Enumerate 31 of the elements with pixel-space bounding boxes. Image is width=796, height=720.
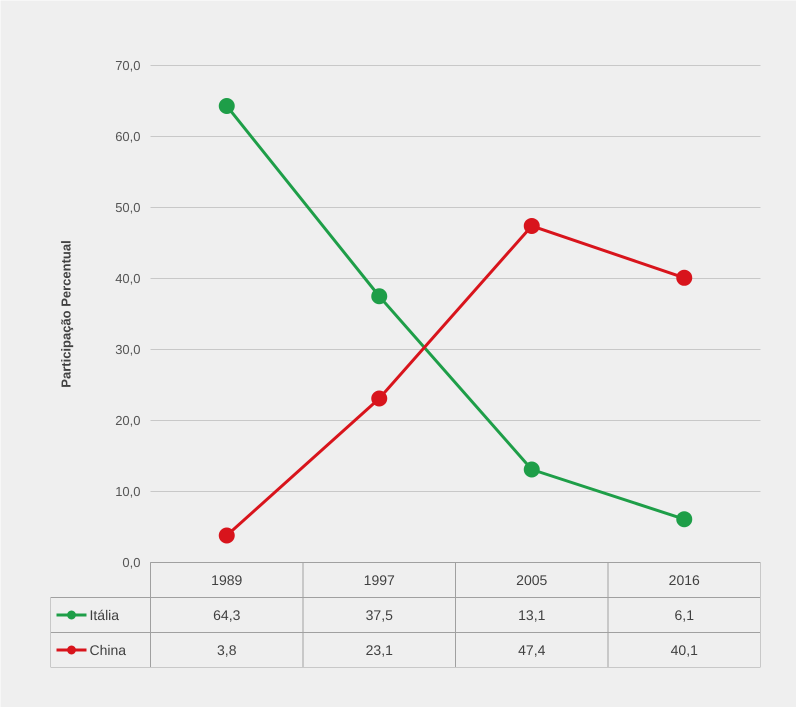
x-tick-label: 1997 (364, 572, 396, 588)
data-label: 23,1 (366, 642, 394, 658)
y-axis-title: Participação Percentual (58, 240, 74, 388)
y-tick-label: 30,0 (115, 342, 141, 357)
y-tick-label: 10,0 (115, 484, 141, 499)
y-tick-label: 20,0 (115, 413, 141, 428)
legend-label: Itália (90, 607, 120, 623)
y-tick-label: 50,0 (115, 200, 141, 215)
point (524, 218, 540, 234)
point (524, 462, 540, 478)
data-label: 47,4 (518, 642, 546, 658)
data-label: 6,1 (674, 607, 694, 623)
point (676, 270, 692, 286)
point (371, 288, 388, 304)
y-tick-label: 0,0 (122, 555, 141, 570)
data-label: 3,8 (217, 642, 237, 658)
data-label: 64,3 (213, 607, 241, 623)
point (676, 511, 692, 528)
x-tick-label: 2016 (668, 572, 700, 588)
data-label: 13,1 (518, 607, 546, 623)
y-tick-label: 60,0 (115, 129, 141, 144)
point (218, 528, 235, 544)
point (218, 98, 235, 114)
x-tick-label: 1989 (211, 572, 243, 588)
data-label: 37,5 (366, 607, 394, 623)
x-tick-label: 2005 (516, 572, 548, 588)
y-tick-label: 40,0 (115, 271, 141, 286)
data-label: 40,1 (670, 642, 698, 658)
y-tick-label: 70,0 (115, 58, 141, 73)
point (371, 390, 388, 406)
legend-label: China (90, 642, 126, 658)
